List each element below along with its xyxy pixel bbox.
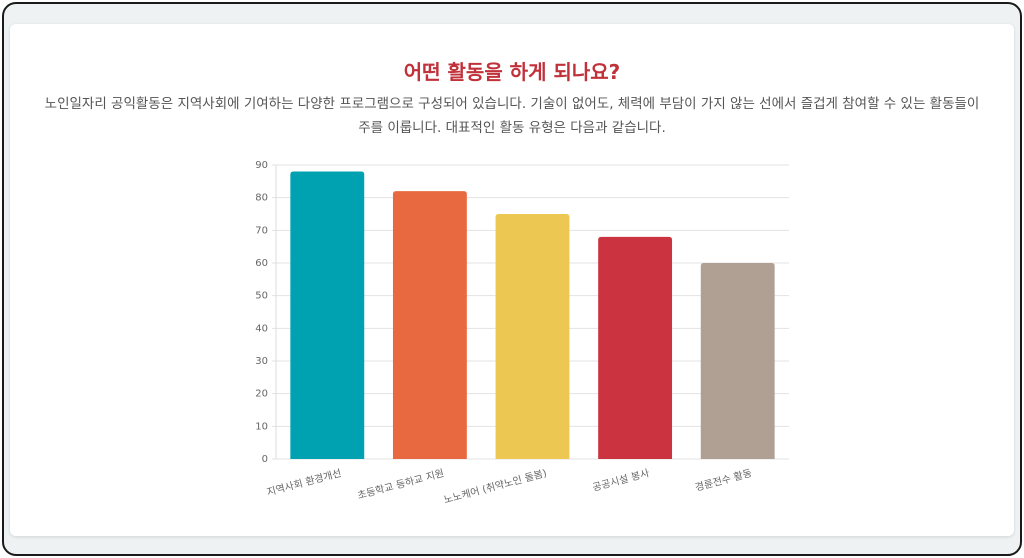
y-tick-label: 10 (255, 421, 268, 432)
x-tick-label: 경륜전수 활동 (693, 466, 753, 494)
y-tick-label: 60 (255, 258, 268, 269)
chart: 0 10 20 30 40 50 60 70 80 90 지역사회 환경개선 초등학교 등하교 지원노… (255, 160, 789, 506)
y-tick-label: 50 (255, 291, 268, 302)
chart-title: 어떤 활동을 하게 되나요? (403, 60, 621, 84)
x-tick-label: 노노케어 (취약노인 돌봄) (442, 467, 548, 506)
bar (392, 191, 467, 459)
x-tick-label: 초등학교 등하교 지원 (356, 466, 445, 502)
y-tick-label: 90 (255, 160, 268, 171)
bar (700, 263, 775, 459)
y-tick-label: 0 (262, 454, 268, 465)
bar (290, 171, 365, 460)
y-tick-label: 30 (255, 356, 268, 367)
y-tick-label: 20 (255, 389, 268, 400)
card: 어떤 활동을 하게 되나요? 노인일자리 공익활동은 지역사회에 기여하는 다양… (10, 24, 1014, 536)
subtitle: 노인일자리 공익활동은 지역사회에 기여하는 다양한 프로그램으로 구성되어 있… (44, 96, 980, 136)
x-tick-label: 공공시설 봉사 (591, 467, 651, 494)
y-tick-label: 40 (255, 323, 268, 334)
x-tick-label: 지역사회 환경개선 (265, 466, 343, 498)
bar (598, 236, 673, 459)
y-tick-label: 70 (255, 225, 268, 236)
y-tick-label: 80 (255, 193, 268, 204)
bar (495, 214, 570, 459)
